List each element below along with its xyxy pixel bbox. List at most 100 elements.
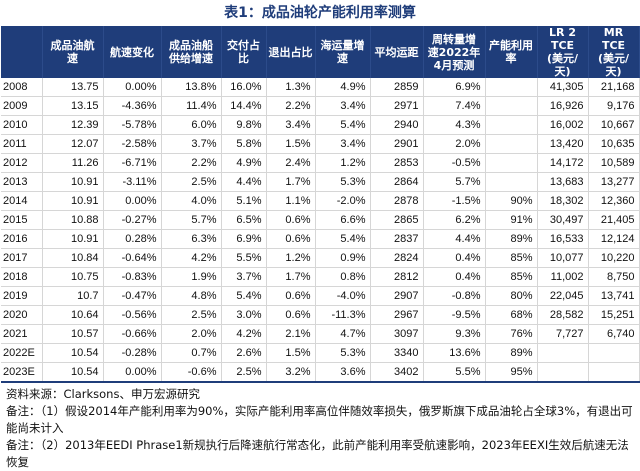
table-cell: 13.8% (161, 78, 222, 97)
table-cell: 2878 (370, 191, 424, 211)
header-delivery-share: 交付占比 (221, 26, 267, 78)
table-cell: 5.4% (221, 286, 267, 306)
table-cell: 1.9% (161, 267, 222, 287)
table-cell: 8,750 (588, 267, 640, 287)
table-cell: 0.8% (315, 267, 371, 287)
table-cell: -3.11% (103, 172, 162, 192)
table-cell: 90% (485, 191, 538, 211)
source-note: 资料来源：Clarksons、申万宏源研究 (6, 387, 200, 401)
table-cell: -0.28% (103, 343, 162, 363)
capacity-utilization-table: 成品油航 速 航速变化 成品油船 供给增速 交付占比 退出占比 海运量增 速 平… (1, 26, 640, 383)
table-cell: 10.91 (42, 229, 104, 249)
table-cell: 7,727 (537, 324, 589, 344)
table-cell: 13,277 (588, 172, 640, 192)
table-cell: 0.4% (423, 267, 486, 287)
table-cell: 13.15 (42, 96, 104, 116)
notes-section: 资料来源：Clarksons、申万宏源研究 备注：（1）假设2014年产能利用率… (6, 386, 636, 471)
table-cell: 2824 (370, 248, 424, 268)
table-cell: 0.00% (103, 362, 162, 383)
footnote-1: 备注：（1）假设2014年产能利用率为90%，实际产能利用率高位伴随效率损失，俄… (6, 404, 633, 435)
table-cell: 14.4% (221, 96, 267, 116)
table-cell: 13.75 (42, 78, 104, 97)
table-cell: -0.83% (103, 267, 162, 287)
table-cell: 10,635 (588, 134, 640, 154)
table-cell: 10.54 (42, 362, 104, 383)
row-year-cell: 2021 (1, 324, 43, 344)
table-row: 2010 12.39 -5.78% 6.0% 9.8% 3.4% 5.4% 2940 4.3% 1… (1, 115, 640, 135)
row-year-cell: 2019 (1, 286, 43, 306)
table-cell: 4.9% (221, 153, 267, 173)
table-cell: 13,683 (537, 172, 589, 192)
table-cell: 2907 (370, 286, 424, 306)
table-cell: 0.28% (103, 229, 162, 249)
table-cell: 12.07 (42, 134, 104, 154)
header-supply-growth: 成品油船 供给增速 (161, 26, 222, 78)
table-cell: 4.4% (221, 172, 267, 192)
table-cell (485, 78, 538, 97)
table-cell: 95% (485, 362, 538, 383)
table-cell: 1.5% (266, 343, 316, 363)
header-year (1, 26, 43, 78)
table-cell: 68% (485, 305, 538, 325)
table-cell: 2967 (370, 305, 424, 325)
table-cell: 0.9% (315, 248, 371, 268)
table-cell: 89% (485, 343, 538, 363)
table-cell: 91% (485, 210, 538, 230)
table-cell: -0.8% (423, 286, 486, 306)
table-cell: 5.7% (161, 210, 222, 230)
table-cell: 3.4% (315, 134, 371, 154)
table-cell: 0.7% (161, 343, 222, 363)
table-cell: 2.1% (266, 324, 316, 344)
table-cell: 7.4% (423, 96, 486, 116)
table-cell: 21,405 (588, 210, 640, 230)
table-cell: 2.5% (221, 362, 267, 383)
table-cell: 3.4% (315, 96, 371, 116)
table-cell (485, 96, 538, 116)
table-cell: 3.2% (266, 362, 316, 383)
table-cell: 80% (485, 286, 538, 306)
table-cell: 12,124 (588, 229, 640, 249)
table-cell: 6,740 (588, 324, 640, 344)
table-cell: 1.2% (315, 153, 371, 173)
header-ton-mile-growth: 周转量增 速2022年 4月预测 (423, 26, 486, 78)
row-year-cell: 2015 (1, 210, 43, 230)
table-cell: 16.0% (221, 78, 267, 97)
table-cell: 28,582 (537, 305, 589, 325)
table-row: 2017 10.84 -0.64% 4.2% 5.5% 1.2% 0.9% 2824 0.4% 8… (1, 248, 640, 268)
table-cell: 5.7% (423, 172, 486, 192)
table-cell: 10.54 (42, 343, 104, 363)
table-cell: 2864 (370, 172, 424, 192)
footnote-2: 备注：（2）2013年EEDI Phrase1新规执行后降速航行常态化，此前产能… (6, 438, 629, 469)
table-cell: -11.3% (315, 305, 371, 325)
table-cell: -0.27% (103, 210, 162, 230)
table-cell: 1.1% (266, 191, 316, 211)
table-cell: 6.9% (221, 229, 267, 249)
table-cell: 21,168 (588, 78, 640, 97)
table-cell: 5.3% (315, 343, 371, 363)
table-cell: 1.7% (266, 267, 316, 287)
table-cell: 10,667 (588, 115, 640, 135)
table-cell: 13.6% (423, 343, 486, 363)
row-year-cell: 2013 (1, 172, 43, 192)
table-cell: -0.47% (103, 286, 162, 306)
table-cell: 15,251 (588, 305, 640, 325)
table-cell: 4.2% (221, 324, 267, 344)
table-cell: -4.36% (103, 96, 162, 116)
table-cell: 2853 (370, 153, 424, 173)
row-year-cell: 2011 (1, 134, 43, 154)
table-cell (485, 115, 538, 135)
table-cell: -5.78% (103, 115, 162, 135)
table-cell: 1.2% (266, 248, 316, 268)
table-row: 2014 10.91 0.00% 4.0% 5.1% 1.1% -2.0% 2878 -1.5%… (1, 191, 640, 211)
table-cell: 3.7% (221, 267, 267, 287)
table-header-row: 成品油航 速 航速变化 成品油船 供给增速 交付占比 退出占比 海运量增 速 平… (1, 26, 640, 78)
table-cell: 3.0% (221, 305, 267, 325)
table-cell: 16,926 (537, 96, 589, 116)
table-cell: -1.5% (423, 191, 486, 211)
table-cell: -9.5% (423, 305, 486, 325)
table-cell: 2.2% (266, 96, 316, 116)
table-row: 2016 10.91 0.28% 6.3% 6.9% 0.6% 5.4% 2837 4.4% 89… (1, 229, 640, 249)
table-cell: 2.0% (161, 324, 222, 344)
row-year-cell: 2014 (1, 191, 43, 211)
table-cell: 6.6% (315, 210, 371, 230)
